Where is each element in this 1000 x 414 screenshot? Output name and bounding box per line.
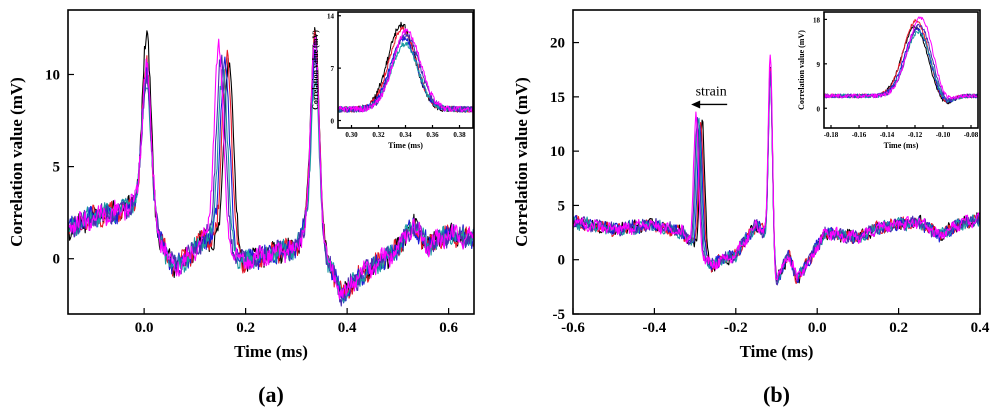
x-tick-label: -0.2 [724,320,748,336]
series-line-4 [67,68,475,303]
y-tick-label: 5 [53,160,61,176]
inset-series-line-3 [823,27,979,103]
x-axis-title: Time (ms) [740,342,814,361]
inset-x-tick-label: 0.30 [345,131,358,139]
series-line-6 [67,35,475,300]
strain-annotation: strain [696,84,727,99]
series-line-5 [67,35,475,307]
x-tick-label: 0.2 [236,320,255,336]
inset-series-line-6 [337,27,474,113]
y-tick-label: 5 [558,198,566,214]
y-tick-label: 20 [550,36,565,52]
panel-label: (a) [258,382,284,407]
inset-background [824,12,978,128]
inset-x-tick-label: 0.32 [372,131,385,139]
series-group [572,54,981,286]
plot-frame [67,9,475,315]
plot-frame [572,9,981,315]
inset-x-tick-label: -0.08 [964,131,979,139]
inset-y-tick-label: 14 [327,13,335,21]
x-tick-label: 0.4 [338,320,357,336]
x-tick-label: -0.4 [643,320,667,336]
inset-x-axis-title: Time (ms) [884,141,919,150]
inset-y-tick-label: 0 [331,118,335,126]
inset-series-line-6 [823,16,979,100]
chart-panel-b: -0.6 -0.4 -0.2 0.0 0.2 0.4 -5 0 5 10 15 20 Time (ms)… [512,9,990,407]
series-line-4 [572,74,981,284]
inset-chart: 0.30 0.32 0.34 0.36 0.38 0 7 14 Time (ms) Correla… [311,11,474,150]
x-tick-label: 0.6 [439,320,458,336]
x-tick-label: 0.4 [971,320,990,336]
inset-x-tick-label: 0.34 [399,131,412,139]
inset-x-axis-title: Time (ms) [388,141,423,150]
y-axis-title: Correlation value (mV) [7,77,26,247]
inset-y-axis-title: Correlation value (mV) [797,30,806,110]
inset-x-tick-label: -0.10 [936,131,951,139]
y-tick-label: -5 [553,307,566,323]
inset-frame [823,11,979,129]
x-axis-title: Time (ms) [234,342,308,361]
inset-y-tick-label: 9 [817,61,821,69]
series-group [67,27,475,307]
inset-x-tick-label: -0.16 [852,131,867,139]
inset-y-tick-label: 7 [331,65,335,73]
y-tick-label: 10 [550,144,565,160]
strain-arrow-head [691,100,701,109]
y-tick-label: 0 [53,252,61,268]
inset-y-axis-title: Correlation value (mV) [311,30,320,110]
series-line-6 [572,54,981,281]
y-tick-label: 0 [558,253,566,269]
chart-panel-a: 0.0 0.2 0.4 0.6 0 5 10 Time (ms) Correlation val… [7,9,475,407]
inset-x-tick-label: 0.36 [426,131,439,139]
y-tick-label: 15 [550,90,565,106]
inset-x-tick-label: -0.12 [908,131,923,139]
inset-x-tick-label: -0.14 [880,131,895,139]
inset-x-tick-label: -0.18 [824,131,839,139]
inset-x-tick-label: 0.38 [453,131,466,139]
y-tick-label: 10 [45,67,60,83]
inset-y-tick-label: 0 [817,105,821,113]
panel-label: (b) [763,382,790,407]
inset-chart: -0.18 -0.16 -0.14 -0.12 -0.10 -0.08 0 9 18 Time (… [797,11,979,150]
x-tick-label: -0.6 [561,320,585,336]
x-tick-label: 0.2 [889,320,908,336]
inset-y-tick-label: 18 [813,16,821,24]
x-tick-label: 0.0 [135,320,154,336]
x-tick-label: 0.0 [808,320,827,336]
y-axis-title: Correlation value (mV) [512,77,531,247]
